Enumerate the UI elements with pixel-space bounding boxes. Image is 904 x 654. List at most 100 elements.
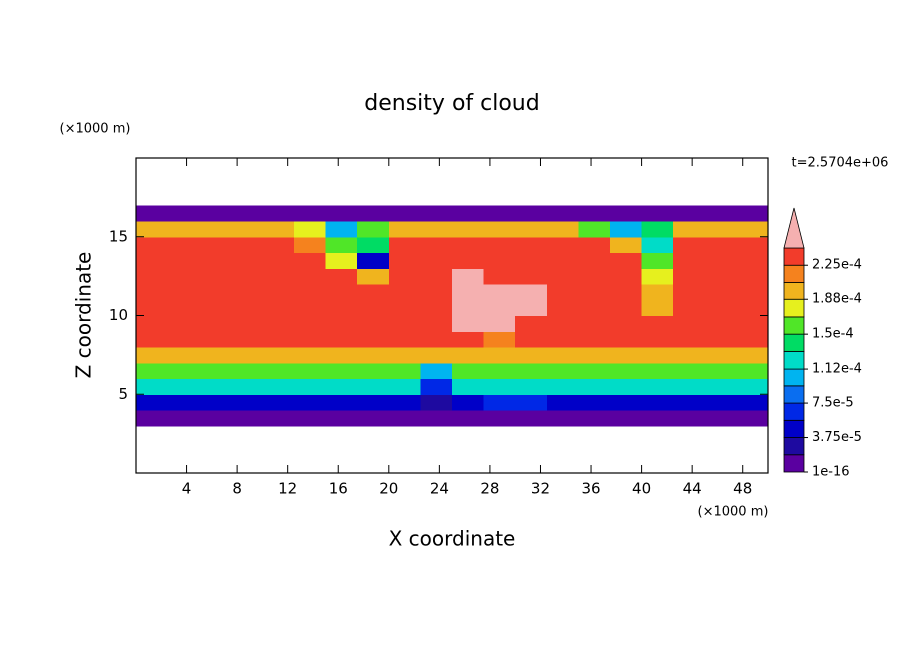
cell: [294, 299, 327, 316]
colorbar-box: [783, 247, 805, 266]
colorbar-label: 1e-16: [812, 465, 850, 480]
cell: [673, 394, 706, 411]
cell: [294, 315, 327, 332]
cell: [515, 410, 548, 427]
cell: [515, 268, 548, 285]
cell: [641, 394, 674, 411]
cell: [578, 378, 611, 395]
cell: [230, 347, 263, 364]
cell: [294, 252, 327, 269]
cell: [357, 284, 390, 301]
cell: [641, 315, 674, 332]
cell: [420, 347, 453, 364]
cell: [230, 378, 263, 395]
cell: [167, 410, 200, 427]
cell: [136, 236, 169, 253]
cell: [325, 347, 358, 364]
cell: [325, 205, 358, 222]
cell: [230, 236, 263, 253]
cell: [262, 410, 295, 427]
cell: [262, 378, 295, 395]
cell: [641, 284, 674, 301]
cell: [736, 315, 769, 332]
cell: [578, 284, 611, 301]
x-tick-label: 16: [329, 480, 348, 498]
cell: [578, 236, 611, 253]
cell: [483, 362, 516, 379]
cell: [325, 315, 358, 332]
cell: [262, 284, 295, 301]
cell: [483, 331, 516, 348]
x-tick-label: 12: [278, 480, 297, 498]
cell: [136, 221, 169, 238]
cell: [736, 299, 769, 316]
cell: [262, 268, 295, 285]
cell: [610, 236, 643, 253]
cell: [262, 394, 295, 411]
cell: [230, 221, 263, 238]
cell: [641, 331, 674, 348]
cell: [325, 299, 358, 316]
cell: [262, 299, 295, 316]
cell: [546, 362, 579, 379]
x-tick-label: 32: [531, 480, 550, 498]
cell: [704, 315, 737, 332]
cell: [136, 284, 169, 301]
cell: [420, 378, 453, 395]
cell: [325, 268, 358, 285]
cell: [673, 252, 706, 269]
cell: [483, 410, 516, 427]
cell: [546, 410, 579, 427]
x-tick-label: 36: [581, 480, 600, 498]
cell: [610, 299, 643, 316]
cell: [357, 221, 390, 238]
cell: [641, 252, 674, 269]
cell: [515, 252, 548, 269]
cell: [515, 394, 548, 411]
cell: [736, 347, 769, 364]
cell: [230, 331, 263, 348]
cell: [704, 378, 737, 395]
cell: [136, 331, 169, 348]
cell: [610, 315, 643, 332]
cell: [230, 252, 263, 269]
cell: [673, 347, 706, 364]
cell: [546, 378, 579, 395]
colorbar-box: [783, 282, 805, 300]
cell: [610, 362, 643, 379]
cell: [199, 236, 232, 253]
x-tick-label: 40: [632, 480, 651, 498]
cell: [294, 284, 327, 301]
colorbar-triangle: [783, 207, 805, 249]
cell: [736, 410, 769, 427]
cell: [610, 347, 643, 364]
cell: [262, 362, 295, 379]
cell: [736, 205, 769, 222]
cell: [325, 236, 358, 253]
cell: [199, 205, 232, 222]
cell: [199, 252, 232, 269]
cell: [262, 315, 295, 332]
cell: [262, 252, 295, 269]
cell: [388, 252, 421, 269]
cell: [420, 205, 453, 222]
cell: [136, 347, 169, 364]
colorbar-box: [783, 437, 805, 456]
cell: [357, 252, 390, 269]
cell: [641, 221, 674, 238]
colorbar-label: 1.12e-4: [812, 362, 862, 377]
cell: [167, 331, 200, 348]
cell: [452, 284, 485, 301]
cell: [230, 315, 263, 332]
cell: [546, 299, 579, 316]
cell: [199, 394, 232, 411]
cell: [136, 315, 169, 332]
cell: [325, 362, 358, 379]
colorbar-label: 1.88e-4: [812, 292, 862, 307]
cell: [641, 347, 674, 364]
cell: [704, 268, 737, 285]
cell: [673, 362, 706, 379]
colorbar-box: [783, 333, 805, 352]
cell: [641, 362, 674, 379]
